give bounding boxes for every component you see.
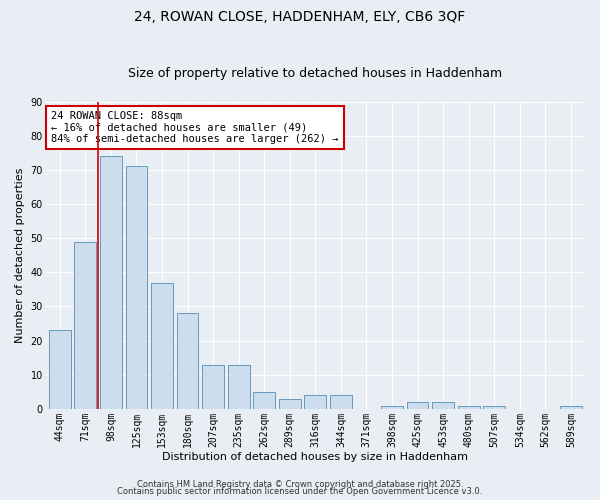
Bar [253, 392, 275, 409]
Bar [49, 330, 71, 409]
Bar [381, 406, 403, 409]
Bar [125, 166, 148, 409]
Bar [458, 406, 479, 409]
Bar [176, 314, 199, 409]
Bar [100, 156, 122, 409]
Text: Contains public sector information licensed under the Open Government Licence v3: Contains public sector information licen… [118, 487, 482, 496]
Y-axis label: Number of detached properties: Number of detached properties [15, 168, 25, 343]
Text: 24 ROWAN CLOSE: 88sqm
← 16% of detached houses are smaller (49)
84% of semi-deta: 24 ROWAN CLOSE: 88sqm ← 16% of detached … [51, 110, 338, 144]
Bar [228, 364, 250, 409]
Bar [74, 242, 96, 409]
Bar [432, 402, 454, 409]
Bar [407, 402, 428, 409]
X-axis label: Distribution of detached houses by size in Haddenham: Distribution of detached houses by size … [163, 452, 469, 462]
Bar [330, 396, 352, 409]
Bar [304, 396, 326, 409]
Bar [202, 364, 224, 409]
Bar [484, 406, 505, 409]
Bar [279, 398, 301, 409]
Title: Size of property relative to detached houses in Haddenham: Size of property relative to detached ho… [128, 66, 502, 80]
Bar [151, 282, 173, 409]
Bar [560, 406, 582, 409]
Text: Contains HM Land Registry data © Crown copyright and database right 2025.: Contains HM Land Registry data © Crown c… [137, 480, 463, 489]
Text: 24, ROWAN CLOSE, HADDENHAM, ELY, CB6 3QF: 24, ROWAN CLOSE, HADDENHAM, ELY, CB6 3QF [134, 10, 466, 24]
